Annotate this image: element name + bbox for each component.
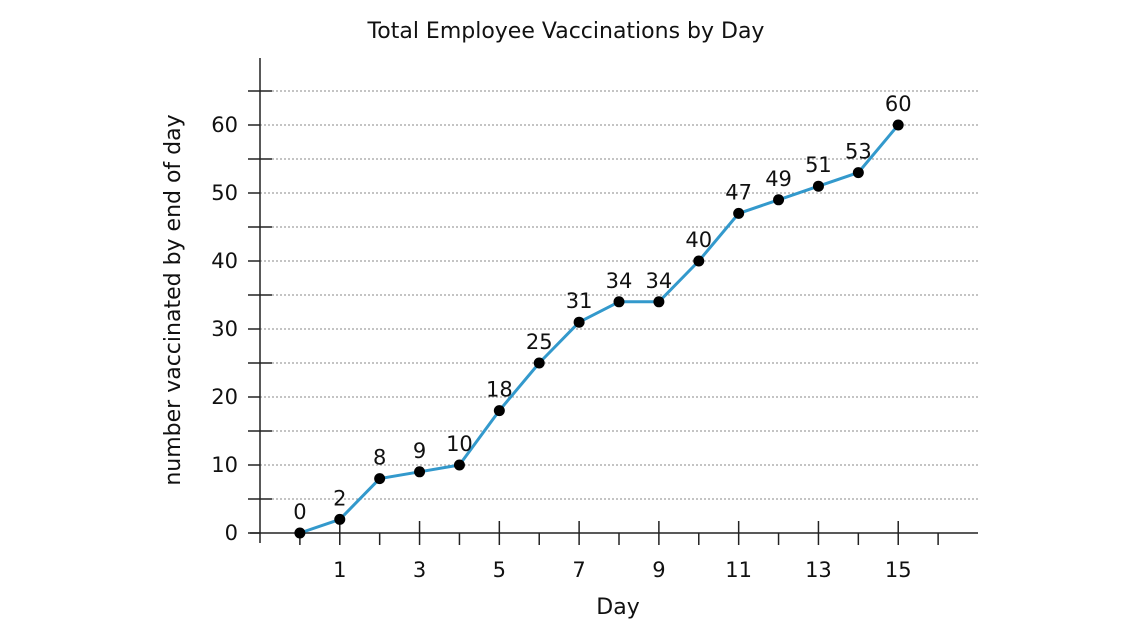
x-tick-label: 13 bbox=[805, 558, 832, 582]
data-label: 0 bbox=[293, 500, 306, 524]
data-point bbox=[892, 119, 904, 131]
y-tick-label: 20 bbox=[211, 385, 238, 409]
data-point bbox=[493, 405, 505, 417]
data-label: 31 bbox=[566, 289, 593, 313]
data-label: 25 bbox=[526, 330, 553, 354]
data-point bbox=[693, 255, 705, 267]
data-label: 40 bbox=[685, 228, 712, 252]
data-point bbox=[733, 207, 745, 219]
x-tick-label: 15 bbox=[885, 558, 912, 582]
data-label: 53 bbox=[845, 140, 872, 164]
chart-title: Total Employee Vaccinations by Day bbox=[367, 19, 765, 44]
x-tick-label: 11 bbox=[725, 558, 752, 582]
data-point bbox=[613, 296, 625, 308]
data-point bbox=[294, 527, 306, 539]
data-label: 8 bbox=[373, 446, 386, 470]
series-line bbox=[299, 124, 900, 535]
x-tick-label: 5 bbox=[493, 558, 506, 582]
data-point bbox=[453, 459, 465, 471]
x-tick-label: 9 bbox=[652, 558, 665, 582]
data-point bbox=[334, 513, 346, 525]
data-label: 49 bbox=[765, 167, 792, 191]
series-polyline bbox=[299, 124, 900, 535]
y-tick-label: 30 bbox=[211, 317, 238, 341]
data-label: 10 bbox=[446, 432, 473, 456]
data-point bbox=[533, 357, 545, 369]
y-tick-label: 10 bbox=[211, 453, 238, 477]
data-point bbox=[573, 316, 585, 328]
x-tick-label: 7 bbox=[572, 558, 585, 582]
data-label: 2 bbox=[333, 486, 346, 510]
data-points bbox=[294, 119, 904, 539]
data-point bbox=[374, 473, 386, 485]
x-axis-label: Day bbox=[596, 595, 639, 620]
y-tick-label: 50 bbox=[211, 181, 238, 205]
y-axis-label: number vaccinated by end of day bbox=[161, 114, 186, 485]
y-tick-label: 60 bbox=[211, 113, 238, 137]
axes bbox=[250, 58, 978, 543]
data-point bbox=[773, 194, 785, 206]
data-label: 34 bbox=[646, 269, 673, 293]
x-tick-label: 1 bbox=[333, 558, 346, 582]
data-label: 47 bbox=[725, 180, 752, 204]
x-axis-ticks: 1 3 5 7 9 11 13 15 bbox=[299, 521, 939, 582]
data-label: 18 bbox=[486, 378, 513, 402]
data-labels: 0 2 8 9 10 18 25 31 34 34 40 47 49 51 53 60 bbox=[293, 92, 911, 524]
data-point bbox=[812, 180, 824, 192]
y-tick-label: 0 bbox=[225, 521, 238, 545]
y-axis-ticks: 0 10 20 30 40 50 60 bbox=[211, 90, 272, 545]
data-label: 51 bbox=[805, 153, 832, 177]
data-label: 60 bbox=[885, 92, 912, 116]
y-tick-label: 40 bbox=[211, 249, 238, 273]
data-point bbox=[414, 466, 426, 478]
data-point bbox=[653, 296, 665, 308]
data-label: 34 bbox=[606, 269, 633, 293]
x-tick-label: 3 bbox=[413, 558, 426, 582]
data-point bbox=[852, 167, 864, 179]
data-label: 9 bbox=[413, 439, 426, 463]
